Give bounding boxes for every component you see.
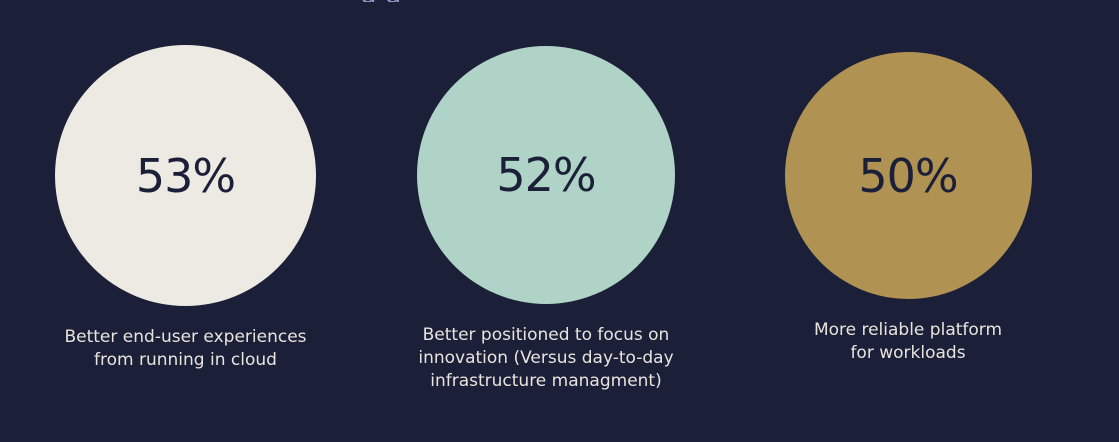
stat-label-1: Better positioned to focus on innovation… — [418, 325, 674, 391]
stat-circle-0: 53% — [55, 45, 316, 306]
stat-value-2: 50% — [858, 148, 958, 203]
stat-value-0: 53% — [135, 148, 236, 203]
stat-item-1: 52% Better positioned to focus on innova… — [416, 46, 676, 393]
stat-item-2: 50% More reliable platform for workloads — [776, 52, 1040, 365]
stat-label-0: Better end-user experiences from running… — [64, 327, 307, 370]
stat-item-0: 53% Better end-user experiences from run… — [55, 45, 316, 372]
stat-value-1: 52% — [496, 148, 596, 202]
stat-label-2: More reliable platform for workloads — [813, 320, 1003, 363]
stat-circle-1: 52% — [417, 46, 675, 304]
heading-fragment: g g — [360, 0, 520, 2]
stat-circle-2: 50% — [784, 52, 1032, 299]
